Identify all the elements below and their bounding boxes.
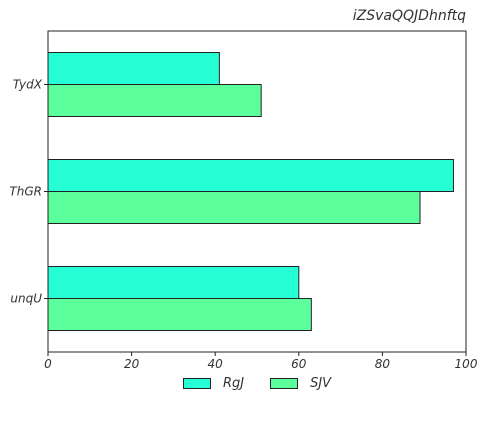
legend: RgJ SJV — [0, 376, 488, 391]
x-tick-label-60: 60 — [291, 357, 307, 371]
x-tick-label-80: 80 — [375, 357, 391, 371]
x-tick-label-40: 40 — [208, 357, 224, 371]
bar-sjv-unqu — [47, 298, 312, 331]
y-tick-label-tydx: TydX — [13, 78, 43, 92]
x-tick-label-100: 100 — [455, 357, 478, 371]
legend-swatch-sjv — [270, 378, 299, 389]
x-tick-label-0: 0 — [44, 357, 52, 371]
legend-item-sjv: SJV — [270, 376, 331, 391]
legend-swatch-rgj — [182, 378, 211, 389]
chart-title: iZSvaQQJDhnftq — [352, 8, 466, 24]
y-tick-label-unqu: unqU — [10, 292, 42, 306]
legend-item-rgj: RgJ — [182, 376, 245, 391]
x-tick-label-20: 20 — [124, 357, 140, 371]
legend-label-rgj: RgJ — [222, 376, 245, 391]
bar-rgj-unqu — [47, 266, 300, 299]
y-tick-label-thgr: ThGR — [9, 185, 42, 199]
legend-label-sjv: SJV — [310, 376, 332, 391]
bar-sjv-tydx — [47, 84, 262, 117]
bar-rgj-tydx — [47, 52, 220, 85]
bar-rgj-thgr — [47, 159, 454, 192]
bar-sjv-thgr — [47, 191, 421, 224]
